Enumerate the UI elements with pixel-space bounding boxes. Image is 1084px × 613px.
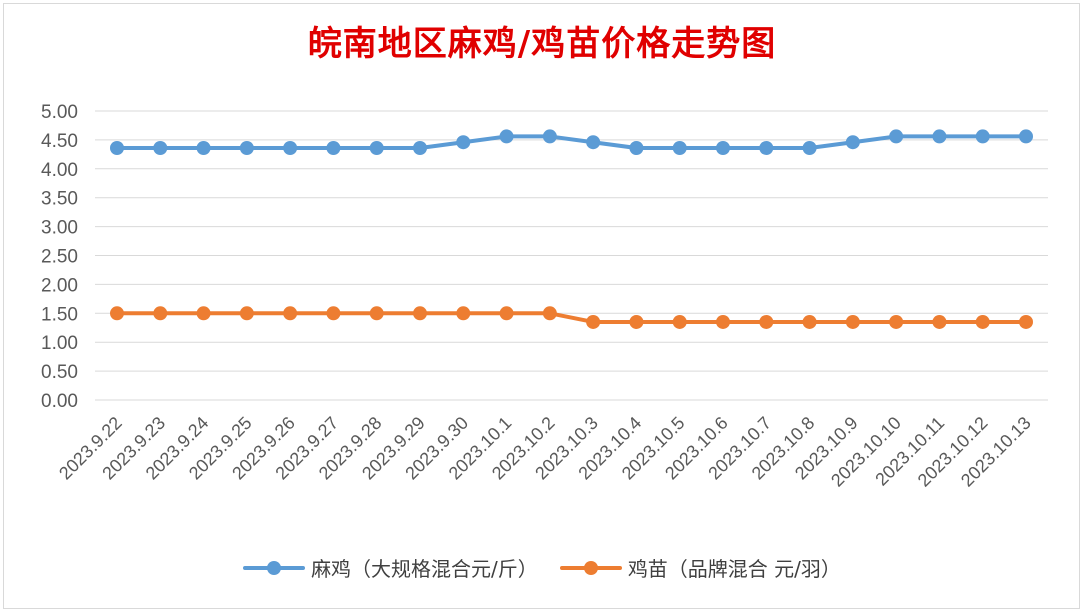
data-point <box>802 140 817 155</box>
legend-label-maji: 麻鸡（大规格混合元/斤） <box>311 557 538 581</box>
data-point <box>629 140 644 155</box>
data-point <box>586 314 601 329</box>
data-point <box>369 140 384 155</box>
y-tick-label: 4.50 <box>41 131 78 152</box>
legend-swatch-jimiao-icon <box>559 558 622 578</box>
y-tick-label: 1.00 <box>41 333 78 354</box>
data-point <box>1019 314 1033 329</box>
data-point <box>845 135 860 150</box>
gridlines <box>95 110 1048 401</box>
data-point <box>716 140 730 155</box>
y-tick-label: 0.50 <box>41 362 78 383</box>
data-point <box>499 129 514 144</box>
y-tick-label: 5.00 <box>41 102 78 123</box>
series-layer <box>110 129 1033 329</box>
y-tick-label: 4.00 <box>41 160 78 181</box>
data-point <box>932 129 947 144</box>
data-point <box>716 314 730 329</box>
series-line-1 <box>117 311 1026 324</box>
y-tick-label: 3.50 <box>41 189 78 210</box>
data-point <box>672 140 687 155</box>
data-point <box>283 306 298 321</box>
data-point <box>845 314 860 329</box>
x-axis-ticks: 2023.9.222023.9.232023.9.242023.9.252023… <box>55 413 1035 491</box>
data-point <box>1019 129 1033 144</box>
series-line-0 <box>117 134 1026 150</box>
data-point <box>542 306 557 321</box>
data-point <box>326 306 341 321</box>
data-point <box>413 140 427 155</box>
data-point <box>802 314 817 329</box>
data-point <box>196 140 211 155</box>
legend: 麻鸡（大规格混合元/斤） 鸡苗（品牌混合 元/羽） <box>0 553 1084 582</box>
data-point <box>889 314 904 329</box>
data-point <box>369 306 384 321</box>
data-point <box>110 306 124 321</box>
data-point <box>239 140 254 155</box>
y-tick-label: 2.50 <box>41 247 78 268</box>
chart-title: 皖南地区麻鸡/鸡苗价格走势图 <box>307 24 777 64</box>
data-point <box>456 135 471 150</box>
data-point <box>456 306 471 321</box>
data-point <box>975 314 990 329</box>
y-tick-label: 1.50 <box>41 304 78 325</box>
y-axis-ticks: 0.00 0.50 1.00 1.50 2.00 2.50 3.00 3.50 4.00 4.50… <box>41 102 78 412</box>
chart-frame <box>3 3 1080 609</box>
y-tick-label: 2.00 <box>41 275 78 296</box>
legend-item-maji: 麻鸡（大规格混合元/斤） <box>243 553 538 582</box>
data-point <box>196 306 211 321</box>
data-point <box>110 140 124 155</box>
y-tick-label: 3.00 <box>41 218 78 239</box>
data-point <box>586 135 601 150</box>
data-point <box>889 129 904 144</box>
data-point <box>629 314 644 329</box>
legend-label-jimiao: 鸡苗（品牌混合 元/羽） <box>627 557 841 581</box>
data-point <box>326 140 341 155</box>
data-point <box>153 140 168 155</box>
data-point <box>413 306 427 321</box>
data-point <box>239 306 254 321</box>
legend-item-jimiao: 鸡苗（品牌混合 元/羽） <box>559 553 841 582</box>
legend-swatch-maji-icon <box>243 558 306 578</box>
data-point <box>759 140 774 155</box>
data-point <box>672 314 687 329</box>
data-point <box>283 140 298 155</box>
y-tick-label: 0.00 <box>41 391 78 412</box>
data-point <box>975 129 990 144</box>
data-point <box>499 306 514 321</box>
data-point <box>542 129 557 144</box>
data-point <box>153 306 168 321</box>
data-point <box>932 314 947 329</box>
data-point <box>759 314 774 329</box>
